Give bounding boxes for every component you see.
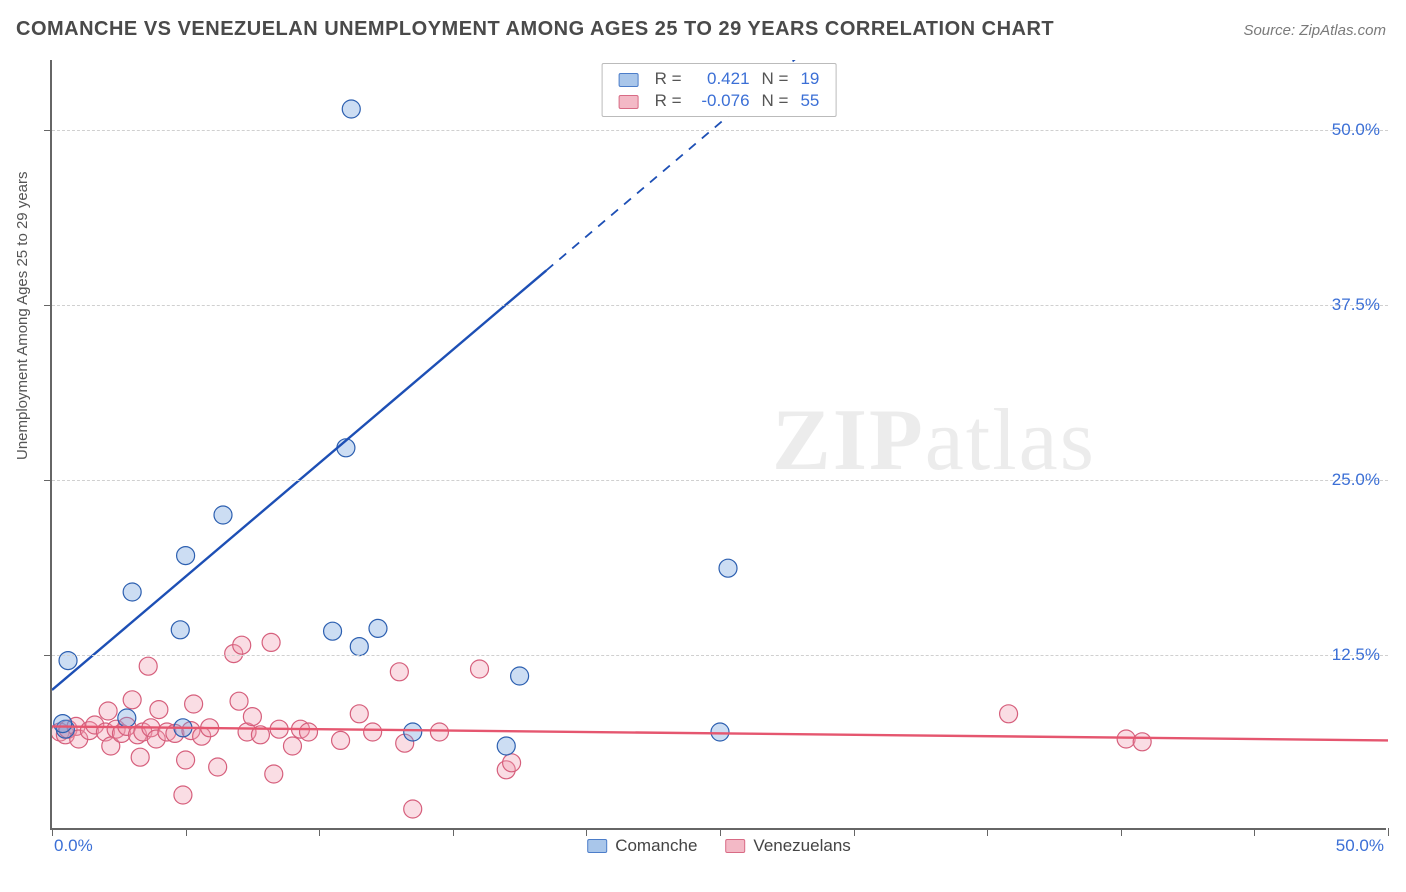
- data-point: [99, 702, 117, 720]
- data-point: [262, 633, 280, 651]
- data-point: [209, 758, 227, 776]
- y-axis-label: Unemployment Among Ages 25 to 29 years: [14, 171, 31, 460]
- series-legend: Comanche Venezuelans: [573, 836, 865, 858]
- data-point: [364, 723, 382, 741]
- data-point: [139, 657, 157, 675]
- data-point: [300, 723, 318, 741]
- data-point: [230, 692, 248, 710]
- data-point: [1117, 730, 1135, 748]
- legend-swatch: [725, 839, 745, 853]
- y-tick-label: 25.0%: [1332, 470, 1380, 490]
- data-point: [54, 715, 72, 733]
- data-point: [171, 621, 189, 639]
- n-value: 55: [800, 91, 819, 110]
- data-point: [719, 559, 737, 577]
- n-label: N =: [756, 68, 795, 90]
- data-point: [283, 737, 301, 755]
- x-tick: [1388, 828, 1389, 836]
- legend-label: Venezuelans: [753, 836, 850, 856]
- data-point: [390, 663, 408, 681]
- data-point: [233, 636, 251, 654]
- data-point: [177, 547, 195, 565]
- data-point: [404, 800, 422, 818]
- data-point: [1133, 733, 1151, 751]
- legend-item: Venezuelans: [725, 836, 850, 856]
- data-point: [1000, 705, 1018, 723]
- data-point: [123, 691, 141, 709]
- data-point: [150, 701, 168, 719]
- data-point: [177, 751, 195, 769]
- data-point: [350, 705, 368, 723]
- legend-label: Comanche: [615, 836, 697, 856]
- x-tick: [586, 828, 587, 836]
- data-point: [511, 667, 529, 685]
- n-value: 19: [800, 69, 819, 88]
- x-tick: [52, 828, 53, 836]
- data-point: [342, 100, 360, 118]
- x-axis-max-label: 50.0%: [1336, 836, 1384, 856]
- gridline: [52, 305, 1388, 306]
- x-tick: [1121, 828, 1122, 836]
- x-tick: [319, 828, 320, 836]
- data-point: [174, 786, 192, 804]
- source-attribution: Source: ZipAtlas.com: [1243, 22, 1386, 39]
- data-point: [265, 765, 283, 783]
- y-tick-label: 37.5%: [1332, 295, 1380, 315]
- legend-swatch: [619, 95, 639, 109]
- data-point: [214, 506, 232, 524]
- r-label: R =: [649, 68, 688, 90]
- x-axis-min-label: 0.0%: [54, 836, 93, 856]
- r-value: -0.076: [694, 91, 750, 111]
- y-tick-label: 50.0%: [1332, 120, 1380, 140]
- r-value: 0.421: [694, 69, 750, 89]
- chart-area: ZIPatlas R =0.421N =19R =-0.076N =55 0.0…: [50, 60, 1386, 830]
- data-point: [404, 723, 422, 741]
- data-point: [123, 583, 141, 601]
- data-point: [471, 660, 489, 678]
- data-point: [497, 737, 515, 755]
- gridline: [52, 480, 1388, 481]
- y-tick-label: 12.5%: [1332, 645, 1380, 665]
- gridline: [52, 130, 1388, 131]
- data-point: [369, 619, 387, 637]
- data-point: [503, 754, 521, 772]
- x-tick: [186, 828, 187, 836]
- data-point: [332, 731, 350, 749]
- legend-swatch: [619, 73, 639, 87]
- gridline: [52, 655, 1388, 656]
- data-point: [324, 622, 342, 640]
- x-tick: [854, 828, 855, 836]
- legend-item: Comanche: [587, 836, 697, 856]
- x-tick: [453, 828, 454, 836]
- legend-swatch: [587, 839, 607, 853]
- data-point: [430, 723, 448, 741]
- scatter-plot: [52, 60, 1388, 830]
- data-point: [243, 708, 261, 726]
- data-point: [131, 748, 149, 766]
- r-label: R =: [649, 90, 688, 112]
- x-tick: [1254, 828, 1255, 836]
- data-point: [118, 709, 136, 727]
- x-tick: [720, 828, 721, 836]
- chart-title: COMANCHE VS VENEZUELAN UNEMPLOYMENT AMON…: [16, 18, 1054, 41]
- n-label: N =: [756, 90, 795, 112]
- data-point: [711, 723, 729, 741]
- x-tick: [987, 828, 988, 836]
- correlation-legend: R = 0.421 N = 19 R = -0.076 N = 55: [602, 63, 837, 117]
- data-point: [350, 638, 368, 656]
- data-point: [185, 695, 203, 713]
